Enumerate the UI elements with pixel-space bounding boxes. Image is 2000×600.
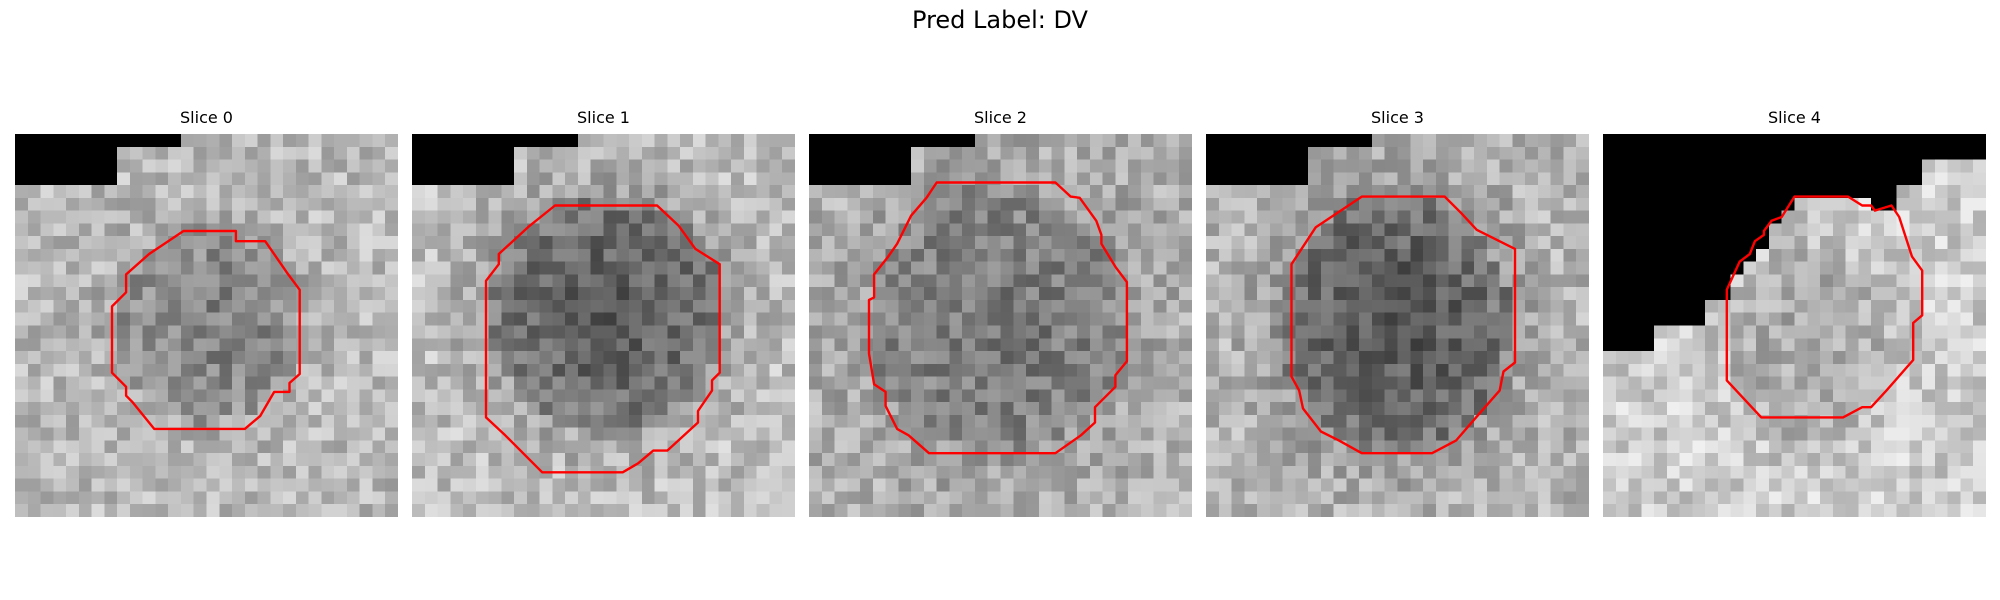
segmentation-contour: [867, 181, 1129, 455]
segmentation-contour: [484, 204, 721, 474]
slice-title-1: Slice 1: [577, 108, 630, 127]
pixel-grid: [1206, 134, 1589, 517]
pixel-grid: [809, 134, 1192, 517]
slice-image-1: [412, 134, 795, 517]
slice-image-2: [809, 134, 1192, 517]
slice-image-4: [1603, 134, 1986, 517]
slice-image-3: [1206, 134, 1589, 517]
segmentation-contour: [110, 229, 301, 431]
slice-panel-4: Slice 4: [1603, 108, 1986, 518]
figure-title: Pred Label: DV: [912, 6, 1088, 34]
slice-title-2: Slice 2: [974, 108, 1027, 127]
slice-panel-2: Slice 2: [809, 108, 1192, 518]
slice-panel-1: Slice 1: [412, 108, 795, 518]
slice-title-3: Slice 3: [1371, 108, 1424, 127]
segmentation-contour: [1725, 195, 1924, 419]
slice-title-4: Slice 4: [1768, 108, 1821, 127]
slice-title-0: Slice 0: [180, 108, 233, 127]
pixel-grid: [412, 134, 795, 517]
segmentation-contour: [1290, 195, 1517, 455]
pixel-grid: [15, 134, 398, 517]
pixel-grid: [1603, 134, 1986, 517]
slice-panel-0: Slice 0: [15, 108, 398, 518]
slice-panel-3: Slice 3: [1206, 108, 1589, 518]
slice-image-0: [15, 134, 398, 517]
